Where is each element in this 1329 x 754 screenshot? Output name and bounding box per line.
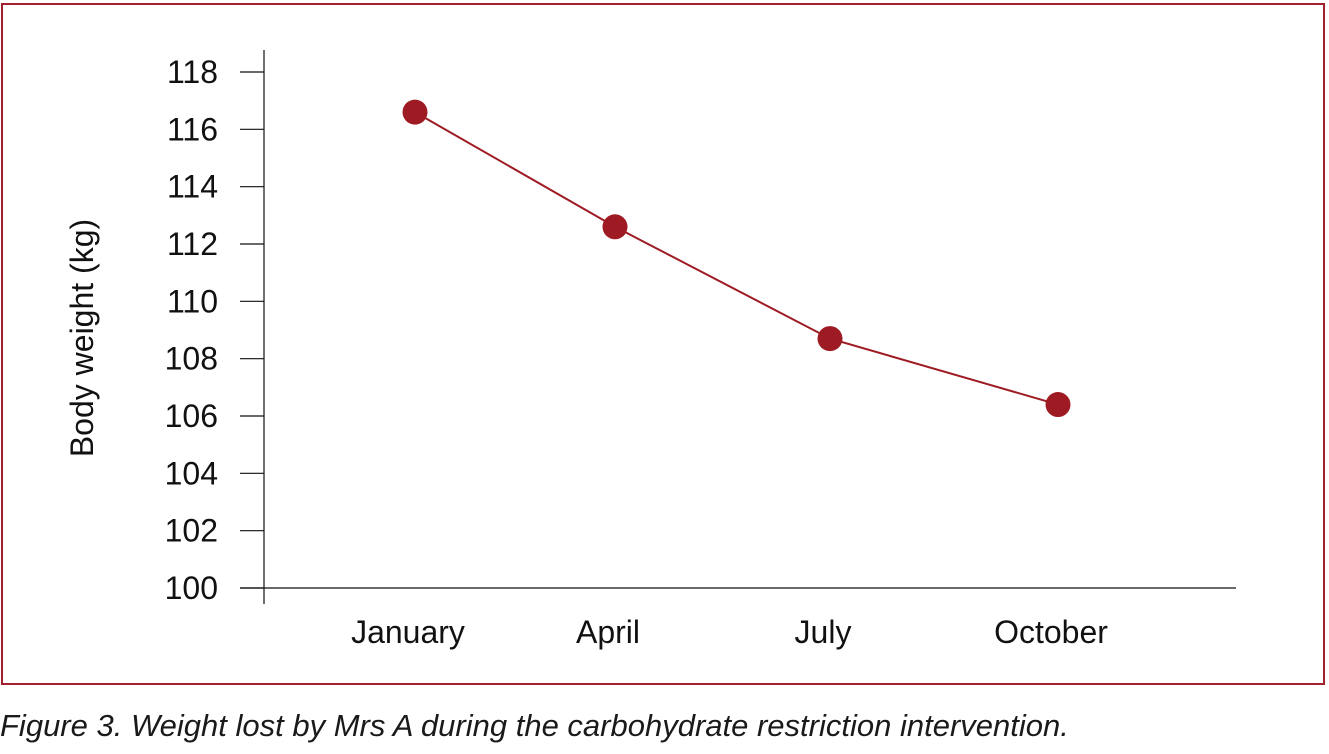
series (402, 99, 1071, 418)
x-axis-ticks: January April July October (351, 614, 1108, 650)
x-tick-label: July (795, 614, 852, 650)
data-point (1045, 392, 1071, 418)
axes (240, 50, 1236, 604)
y-tick-label: 110 (167, 283, 218, 319)
y-tick-label: 108 (165, 341, 218, 377)
x-tick-label: October (994, 614, 1108, 650)
line-chart: 100 102 104 106 108 110 112 114 116 118 January Ap… (64, 50, 1236, 650)
y-tick-label: 116 (167, 111, 218, 147)
y-tick-label: 102 (165, 513, 218, 549)
data-point (402, 99, 428, 125)
series-line (414, 111, 1059, 406)
y-tick-label: 118 (167, 54, 218, 90)
x-tick-label: April (576, 614, 640, 650)
y-tick-label: 112 (167, 226, 218, 262)
data-point (602, 214, 628, 240)
x-tick-label: January (351, 614, 465, 650)
data-point (817, 326, 843, 352)
y-axis-title: Body weight (kg) (64, 219, 100, 457)
y-tick-label: 100 (165, 570, 218, 606)
y-tick-label: 114 (167, 169, 218, 205)
y-axis-ticks: 100 102 104 106 108 110 112 114 116 118 (165, 54, 264, 606)
figure-frame (1, 3, 1325, 685)
figure-caption: Figure 3. Weight lost by Mrs A during th… (0, 708, 1069, 743)
y-tick-label: 104 (165, 455, 218, 491)
y-tick-label: 106 (165, 398, 218, 434)
